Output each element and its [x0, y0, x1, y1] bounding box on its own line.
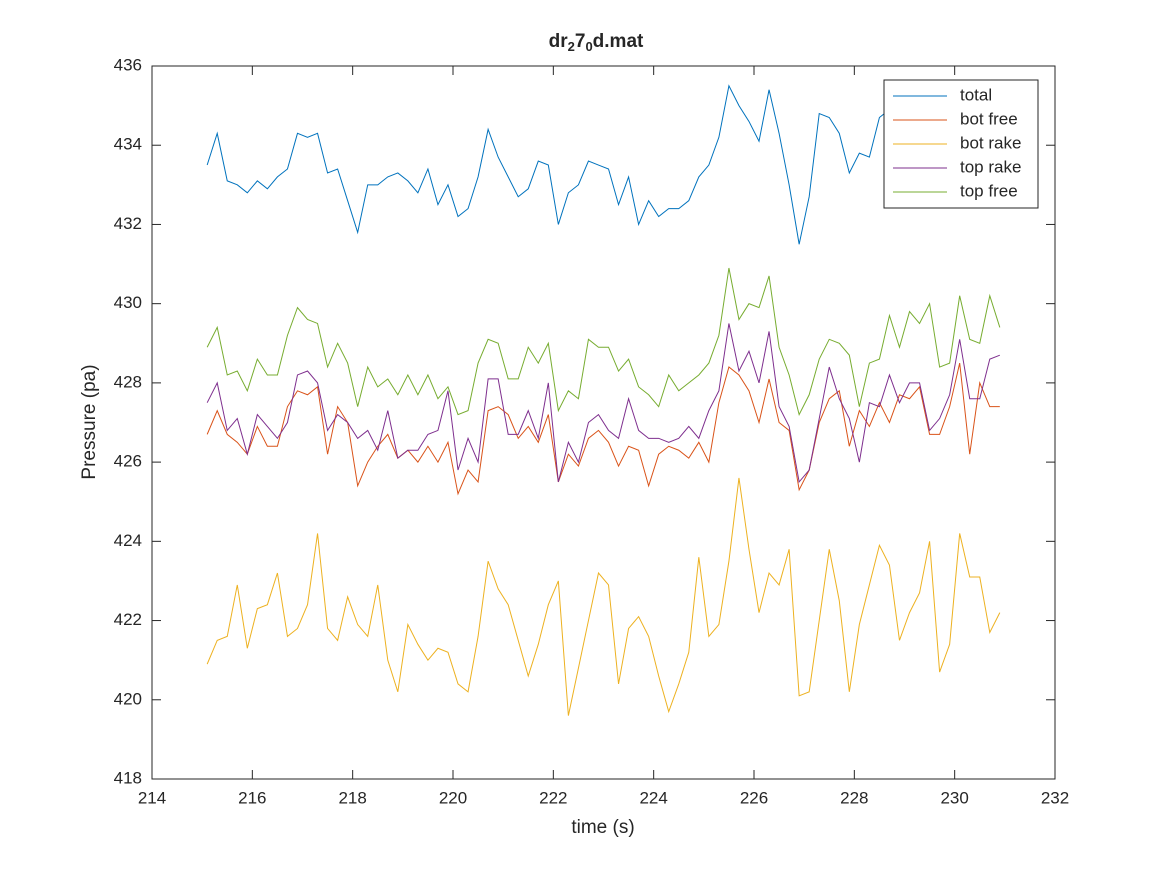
x-tick-label: 216: [238, 788, 266, 807]
x-tick-label: 218: [338, 788, 366, 807]
legend-label: top rake: [960, 157, 1021, 176]
title-part: dr: [549, 31, 569, 52]
x-tick-label: 222: [539, 788, 567, 807]
y-tick-label: 436: [114, 55, 142, 74]
plot-layer: [206, 84, 1001, 716]
y-tick-label: 426: [114, 452, 142, 471]
x-tick-label: 230: [940, 788, 968, 807]
title-part: 7: [575, 31, 586, 52]
chart-title: dr270d.mat: [549, 31, 644, 54]
series-line: [206, 477, 1001, 716]
series-line: [206, 362, 1000, 496]
series-line: [206, 84, 1001, 245]
y-tick-label: 434: [114, 135, 142, 154]
x-axis-label: time (s): [571, 817, 634, 838]
y-axis-label: Pressure (pa): [79, 364, 100, 479]
x-tick-label: 224: [639, 788, 667, 807]
y-tick-label: 420: [114, 689, 142, 708]
axes-box: [151, 65, 1056, 780]
x-tick-label: 214: [138, 788, 166, 807]
legend-label: top free: [960, 181, 1018, 200]
y-tick-label: 432: [114, 214, 142, 233]
title-subscript: 2: [568, 39, 575, 54]
legend: total bot free bot rake top rake top free: [883, 79, 1039, 209]
x-tick-label: 220: [439, 788, 467, 807]
title-subscript: 0: [585, 39, 592, 54]
x-tick-label: 226: [740, 788, 768, 807]
legend-label: bot free: [960, 109, 1018, 128]
title-part: d.mat: [593, 31, 644, 52]
y-tick-label: 428: [114, 372, 142, 391]
series-line: [206, 267, 1001, 416]
y-tick-label: 418: [114, 768, 142, 787]
x-tick-label: 228: [840, 788, 868, 807]
y-tick-label: 424: [114, 531, 142, 550]
legend-label: bot rake: [960, 133, 1021, 152]
y-tick-label: 422: [114, 610, 142, 629]
y-tick-label: 430: [114, 293, 142, 312]
x-tick-label: 232: [1041, 788, 1069, 807]
series-line: [206, 323, 1001, 484]
legend-label: total: [960, 85, 992, 104]
